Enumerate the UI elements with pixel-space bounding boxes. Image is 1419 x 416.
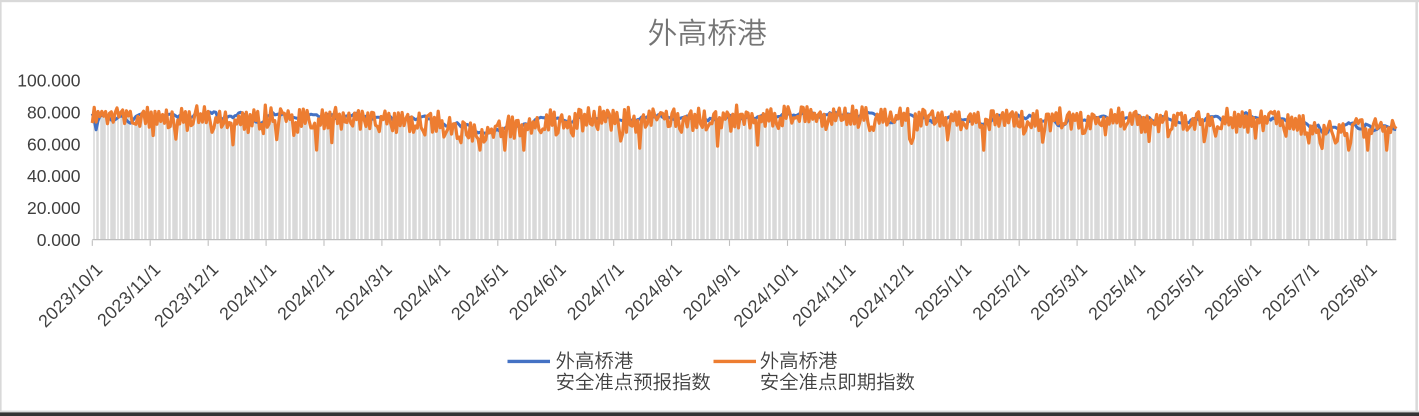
svg-text:20.000: 20.000 [27,198,81,218]
svg-text:60.000: 60.000 [27,134,81,154]
svg-text:80.000: 80.000 [27,103,81,123]
svg-text:0.000: 0.000 [37,230,81,250]
svg-text:40.000: 40.000 [27,166,81,186]
svg-text:100.000: 100.000 [17,71,81,91]
